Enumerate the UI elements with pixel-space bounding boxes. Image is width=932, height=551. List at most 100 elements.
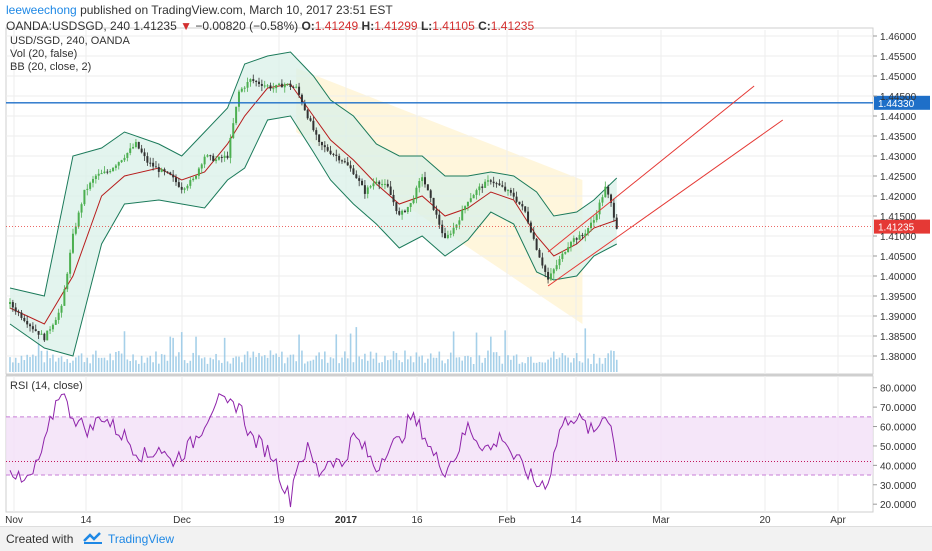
candle-body xyxy=(292,87,295,89)
volume-bar xyxy=(527,357,529,372)
candle-body xyxy=(23,317,26,321)
candle-body xyxy=(54,319,57,325)
price-tick-label: 1.45000 xyxy=(880,72,917,83)
candle-body xyxy=(424,177,426,185)
candle-body xyxy=(346,162,349,166)
candle-body xyxy=(112,167,115,172)
volume-bar xyxy=(209,357,212,372)
candle-body xyxy=(366,187,369,194)
candle-body xyxy=(280,83,283,88)
candle-body xyxy=(412,199,415,204)
volume-bar xyxy=(487,350,489,372)
legend-volume[interactable]: Vol (20, false) xyxy=(10,48,77,60)
candle-body xyxy=(272,88,275,90)
candle-body xyxy=(475,190,478,195)
candle-body xyxy=(160,169,163,172)
candle-body xyxy=(20,312,23,318)
candle-body xyxy=(154,166,157,168)
candle-body xyxy=(166,171,169,173)
candle-body xyxy=(335,154,338,156)
candle-body xyxy=(381,184,384,186)
candle-body xyxy=(392,194,395,203)
channel-upper-line xyxy=(547,85,755,253)
candle-body xyxy=(180,186,183,190)
volume-bar xyxy=(115,351,117,372)
volume-bar xyxy=(298,334,300,372)
volume-bar xyxy=(32,354,34,372)
candle-body xyxy=(567,247,570,253)
candle-body xyxy=(169,172,172,175)
volume-bar xyxy=(332,358,335,372)
candle-body xyxy=(86,188,89,190)
volume-bar xyxy=(166,360,169,372)
tradingview-link[interactable]: TradingView xyxy=(108,532,175,546)
volume-bar xyxy=(578,361,581,372)
candle-body xyxy=(461,210,464,221)
candle-body xyxy=(197,168,200,176)
volume-bar xyxy=(389,359,392,372)
volume-bar xyxy=(169,336,172,372)
candle-body xyxy=(323,145,326,148)
volume-bar xyxy=(429,353,432,372)
bb-fill xyxy=(10,52,617,356)
time-tick-label: Dec xyxy=(173,515,191,526)
candle-body xyxy=(610,194,613,203)
volume-bar xyxy=(409,356,412,372)
candle-body xyxy=(300,94,303,104)
down-arrow-icon: ▼ xyxy=(180,19,193,33)
candle-body xyxy=(309,118,312,121)
volume-bar xyxy=(246,351,249,372)
candle-body xyxy=(535,238,538,250)
candle-body xyxy=(49,329,52,331)
candle-body xyxy=(349,165,352,169)
candle-body xyxy=(246,81,249,88)
candle-body xyxy=(544,265,547,272)
volume-bar xyxy=(593,353,595,372)
volume-bar xyxy=(160,354,163,372)
volume-bar xyxy=(75,357,77,372)
volume-bar xyxy=(427,358,429,372)
tradingview-logo-icon[interactable] xyxy=(82,529,104,547)
volume-bar xyxy=(518,363,521,372)
rsi-tick-label: 70.0000 xyxy=(880,403,917,414)
candle-body xyxy=(295,86,298,88)
volume-bar xyxy=(281,351,283,372)
candle-body xyxy=(512,192,515,197)
volume-bar xyxy=(306,361,309,372)
candle-body xyxy=(117,162,120,166)
volume-bar xyxy=(278,356,280,372)
created-with-label: Created with xyxy=(6,532,74,546)
legend-bb[interactable]: BB (20, close, 2) xyxy=(10,61,91,73)
volume-bar xyxy=(283,363,286,372)
time-axis: Nov 14 Dec 19 2017 16 Feb 14 Mar 20 Apr xyxy=(5,515,846,526)
candle-body xyxy=(37,330,40,335)
candle-body xyxy=(126,152,129,158)
volume-bar xyxy=(23,360,26,372)
low-label: L: xyxy=(420,19,433,33)
candle-body xyxy=(40,333,43,335)
price-tick-label: 1.40500 xyxy=(880,252,917,263)
price-tick-label: 1.43500 xyxy=(880,132,917,143)
bollinger-bands xyxy=(9,51,618,357)
candle-body xyxy=(598,202,601,215)
legend-symbol[interactable]: USD/SGD, 240, OANDA xyxy=(10,35,130,47)
legend-rsi[interactable]: RSI (14, close) xyxy=(10,380,83,392)
volume-bar xyxy=(243,354,246,372)
volume-bar xyxy=(435,357,438,372)
volume-bar xyxy=(289,354,292,372)
volume-bar xyxy=(469,357,472,372)
volume-bar xyxy=(501,363,504,372)
author-link[interactable]: leeweechong xyxy=(6,3,77,17)
volume-bar xyxy=(120,353,123,372)
candle-body xyxy=(137,142,140,149)
candle-body xyxy=(415,187,418,200)
candle-body xyxy=(561,253,564,260)
volume-bar xyxy=(447,359,449,372)
candle-body xyxy=(587,228,590,234)
volume-bar xyxy=(275,353,277,372)
candle-body xyxy=(217,156,220,160)
candle-body xyxy=(524,206,527,212)
candle-body xyxy=(26,320,29,325)
candle-body xyxy=(564,252,567,254)
candle-body xyxy=(590,222,592,229)
